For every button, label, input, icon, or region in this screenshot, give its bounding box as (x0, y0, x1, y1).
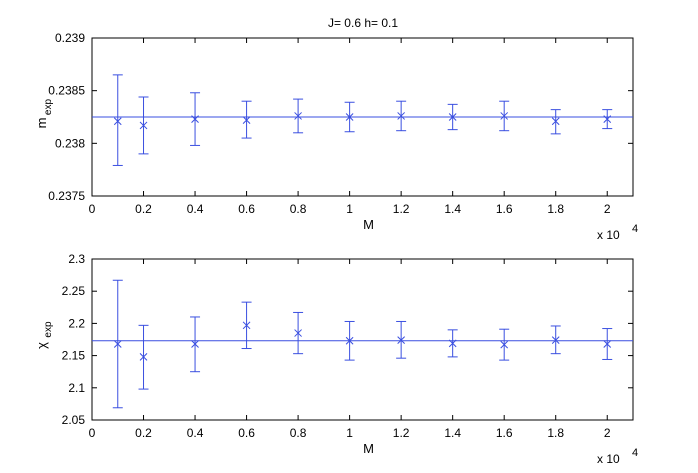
marker-stroke (448, 113, 457, 121)
data-point (345, 336, 354, 345)
data-point (448, 113, 457, 121)
y-tick-label: 2.15 (62, 349, 86, 363)
x-tick-label: 1.4 (444, 202, 461, 216)
marker-stroke (397, 336, 405, 344)
marker-stroke (113, 117, 122, 126)
x-tick-label: 0 (89, 202, 96, 216)
marker-stroke (242, 321, 251, 330)
axes-box (91, 258, 634, 421)
data-point (603, 340, 612, 348)
x-tick-label: 0.8 (290, 202, 307, 216)
data-point (113, 340, 122, 348)
marker-stroke (500, 340, 509, 349)
data-point (294, 112, 302, 120)
marker-stroke (448, 339, 457, 348)
x-tick-label: 0.8 (290, 426, 307, 440)
x-tick-label: 1.8 (547, 202, 564, 216)
data-point (500, 340, 509, 349)
x-tick-label: 0.6 (238, 426, 255, 440)
data-point (139, 121, 148, 130)
marker-stroke (397, 112, 405, 120)
y-tick-label: 2.25 (62, 284, 86, 298)
data-point (397, 336, 405, 344)
marker-stroke (139, 121, 148, 130)
x-tick-label: 0.6 (238, 202, 255, 216)
x-multiplier: x 10 (597, 452, 620, 466)
chart-title: J= 0.6 h= 0.1 (328, 16, 398, 30)
y-axis-label-sub: exp (43, 321, 54, 338)
marker-stroke (191, 115, 199, 123)
x-axis-label: M (363, 441, 374, 456)
x-tick-label: 1.4 (444, 426, 461, 440)
y-tick-label: 2.2 (68, 316, 85, 330)
panel-chi-exp: 0 0.2 0.4 0.6 0.8 1 1.2 1.4 1.6 1.8 2 2.05 2.1 2.15 2.… (34, 252, 638, 466)
data-point (242, 321, 251, 330)
marker-stroke (603, 340, 612, 348)
x-multiplier: x 10 (597, 228, 620, 242)
marker-stroke (294, 112, 302, 120)
x-tick-label: 0 (89, 426, 96, 440)
marker-stroke (113, 340, 122, 348)
data-point (448, 339, 457, 348)
data-point (191, 340, 199, 348)
marker-stroke (139, 353, 148, 361)
marker-stroke (551, 117, 560, 126)
x-tick-label: 2 (604, 202, 611, 216)
data-point (551, 117, 560, 126)
y-tick-label: 2.05 (62, 413, 86, 427)
x-tick-label: 2 (604, 426, 611, 440)
y-axis-label: χ exp (34, 321, 54, 349)
y-axis-label-main: m (34, 118, 49, 129)
data-point (242, 116, 251, 125)
y-tick-label: 0.2385 (48, 84, 85, 98)
data-point (397, 112, 405, 120)
x-tick-label: 1.2 (393, 426, 410, 440)
y-tick-label: 0.238 (55, 136, 85, 150)
marker-stroke (191, 340, 199, 348)
x-tick-label: 1.6 (496, 202, 513, 216)
data-point (113, 117, 122, 126)
y-tick-label: 0.239 (55, 31, 85, 45)
x-tick-label: 1.2 (393, 202, 410, 216)
x-tick-label: 0.2 (135, 202, 152, 216)
marker-stroke (551, 336, 560, 344)
marker-stroke (603, 115, 612, 123)
data-point (551, 336, 560, 344)
data-point (345, 113, 354, 121)
y-tick-label: 2.3 (68, 252, 85, 266)
x-tick-label: 0.4 (187, 202, 204, 216)
marker-stroke (345, 336, 354, 345)
x-multiplier-exponent: 4 (632, 223, 638, 235)
marker-stroke (294, 329, 302, 337)
x-axis-label: M (363, 217, 374, 232)
panel-m-exp: 0 0.2 0.4 0.6 0.8 1 1.2 1.4 1.6 1.8 2 0.2375 0.238 0.… (34, 31, 638, 242)
marker-stroke (345, 113, 354, 121)
x-tick-label: 1 (346, 202, 353, 216)
y-axis-label-sub: exp (43, 99, 54, 116)
marker-stroke (500, 112, 509, 120)
x-tick-label: 0.2 (135, 426, 152, 440)
y-axis-label-main: χ (34, 342, 49, 349)
y-tick-label: 0.2375 (48, 189, 85, 203)
y-axis-label: m exp (34, 99, 54, 129)
data-point (191, 115, 199, 123)
data-point (139, 353, 148, 361)
data-point (603, 115, 612, 123)
data-point (294, 329, 302, 337)
x-tick-label: 1.8 (547, 426, 564, 440)
y-tick-label: 2.1 (68, 381, 85, 395)
x-multiplier-exponent: 4 (632, 447, 638, 459)
x-tick-label: 0.4 (187, 426, 204, 440)
data-point (500, 112, 509, 120)
error-bar (112, 74, 123, 166)
x-tick-label: 1 (346, 426, 353, 440)
marker-stroke (242, 116, 251, 125)
x-tick-label: 1.6 (496, 426, 513, 440)
